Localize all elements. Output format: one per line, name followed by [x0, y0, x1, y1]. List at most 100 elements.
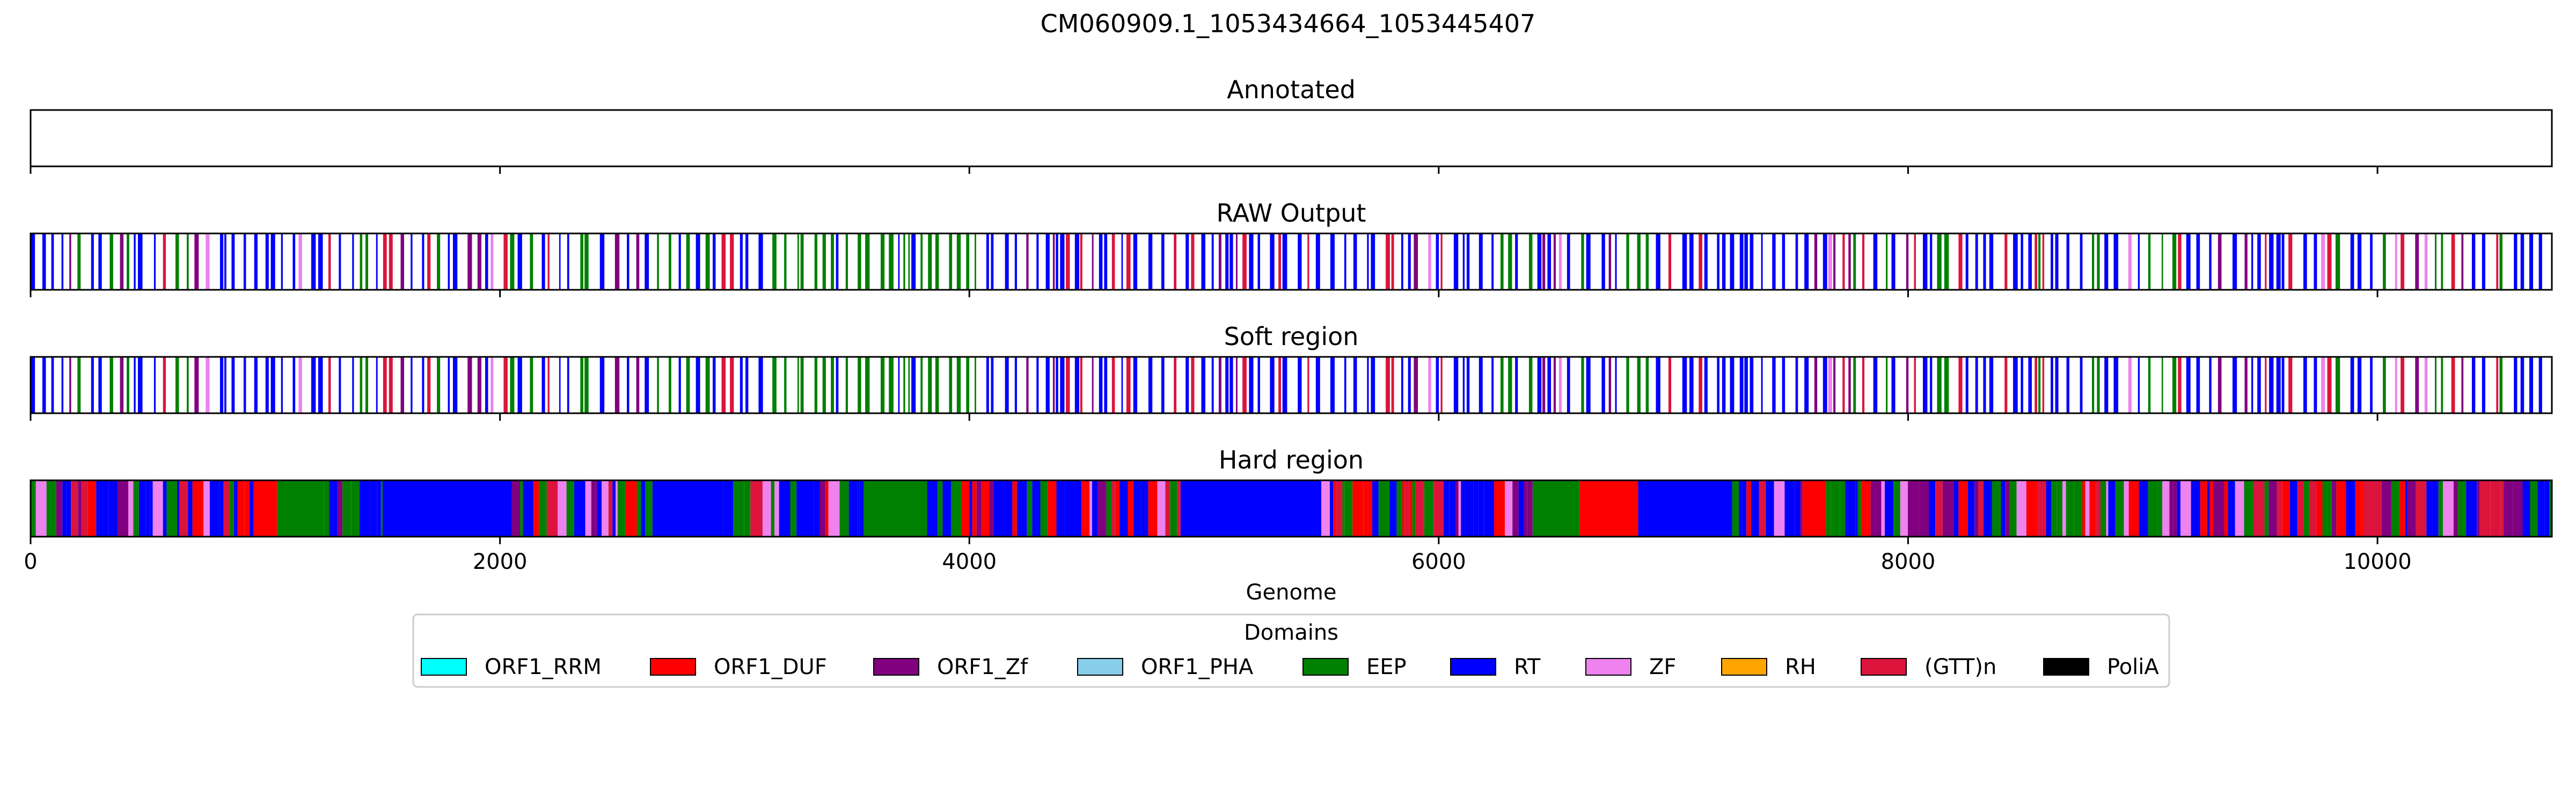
- domain-segment: [2496, 357, 2499, 413]
- domain-segment: [1802, 480, 1826, 537]
- domain-segment: [1935, 480, 1943, 537]
- domain-segment: [1989, 233, 1994, 290]
- domain-segment: [1056, 480, 1065, 537]
- domain-segment: [1739, 480, 1743, 537]
- domain-segment: [2009, 480, 2017, 537]
- domain-segment: [1975, 357, 1978, 413]
- domain-segment: [2066, 480, 2074, 537]
- domain-segment: [1424, 480, 1434, 537]
- domain-segment: [1742, 480, 1747, 537]
- domain-segment: [2381, 480, 2392, 537]
- domain-segment: [67, 480, 71, 537]
- domain-segment: [2257, 357, 2261, 413]
- domain-segment: [2013, 233, 2018, 290]
- domain-segment: [1922, 233, 1928, 290]
- domain-segment: [991, 233, 994, 290]
- domain-segment: [2500, 480, 2504, 537]
- domain-segment: [2244, 480, 2253, 537]
- domain-segment: [814, 357, 817, 413]
- domain-segment: [2108, 480, 2116, 537]
- domain-segment: [1060, 357, 1065, 413]
- domain-segment: [1449, 480, 1455, 537]
- domain-segment: [2357, 233, 2362, 290]
- legend-entry: ORF1_RRM: [421, 655, 602, 679]
- domain-segment: [2235, 480, 2244, 537]
- domain-segment: [1774, 480, 1785, 537]
- domain-segment: [1699, 233, 1702, 290]
- domain-segment: [2277, 480, 2282, 537]
- domain-segment: [1732, 480, 1739, 537]
- domain-segment: [836, 233, 839, 290]
- domain-segment: [2424, 357, 2428, 413]
- domain-segment: [2269, 357, 2274, 413]
- domain-segment: [991, 357, 994, 413]
- x-tick-label: 0: [24, 550, 37, 574]
- domain-segment: [46, 480, 56, 537]
- domain-segment: [1170, 480, 1177, 537]
- domain-segment: [1983, 357, 1986, 413]
- domain-segment: [2191, 480, 2200, 537]
- domain-segment: [1699, 357, 1702, 413]
- domain-segment: [1242, 357, 1247, 413]
- legend-entry: ORF1_Zf: [873, 655, 1028, 679]
- domain-segment: [2251, 233, 2253, 290]
- domain-segment: [376, 233, 378, 290]
- track-3: Hard region: [30, 445, 2553, 544]
- domain-segment: [1615, 357, 1617, 413]
- domain-segment: [383, 357, 387, 413]
- domain-segment: [1372, 480, 1379, 537]
- track-frame: [30, 109, 2553, 167]
- domain-segment: [2373, 480, 2382, 537]
- domain-segment: [1201, 357, 1205, 413]
- domain-segment: [359, 480, 371, 537]
- domain-segment: [61, 357, 64, 413]
- domain-segment: [1353, 357, 1357, 413]
- domain-segment: [898, 357, 900, 413]
- domain-segment: [2407, 480, 2416, 537]
- domain-segment: [2520, 233, 2524, 290]
- domain-segment: [352, 357, 354, 413]
- domain-segment: [1165, 480, 1170, 537]
- domain-segment: [1553, 357, 1556, 413]
- domain-segment: [1528, 357, 1533, 413]
- domain-segment: [1344, 357, 1346, 413]
- domain-segment: [209, 480, 219, 537]
- domain-segment: [1524, 480, 1527, 537]
- domain-segment: [163, 233, 166, 290]
- domain-segment: [503, 233, 508, 290]
- domain-segment: [1353, 233, 1357, 290]
- domain-segment: [2537, 480, 2545, 537]
- domain-segment: [627, 357, 630, 413]
- x-tick-label: 6000: [1411, 550, 1466, 574]
- domain-segment: [1401, 357, 1403, 413]
- figure-title: CM060909.1_1053434664_1053445407: [1041, 9, 1536, 38]
- domain-segment: [109, 233, 113, 290]
- domain-segment: [1036, 357, 1039, 413]
- domain-segment: [652, 480, 723, 537]
- domain-segment: [1739, 233, 1744, 290]
- domain-segment: [1330, 233, 1335, 290]
- domain-segment: [31, 480, 36, 537]
- domain-segment: [1111, 233, 1115, 290]
- domain-segment: [750, 480, 755, 537]
- domain-segment: [2037, 480, 2046, 537]
- domain-segment: [2276, 357, 2281, 413]
- domain-segment: [98, 233, 102, 290]
- domain-segment: [2471, 233, 2476, 290]
- domain-segment: [2435, 357, 2437, 413]
- domain-segment: [1668, 233, 1672, 290]
- domain-segment: [645, 233, 649, 290]
- domain-segment: [1014, 233, 1018, 290]
- domain-segment: [1626, 357, 1629, 413]
- domain-segment: [2314, 357, 2317, 413]
- domain-segment: [2113, 357, 2119, 413]
- domain-segment: [889, 233, 894, 290]
- domain-segment: [243, 357, 246, 413]
- domain-segment: [351, 480, 360, 537]
- domain-segment: [253, 480, 277, 537]
- domain-segment: [333, 480, 338, 537]
- domain-segment: [1505, 480, 1513, 537]
- domain-segment: [1462, 357, 1465, 413]
- domain-segment: [517, 233, 522, 290]
